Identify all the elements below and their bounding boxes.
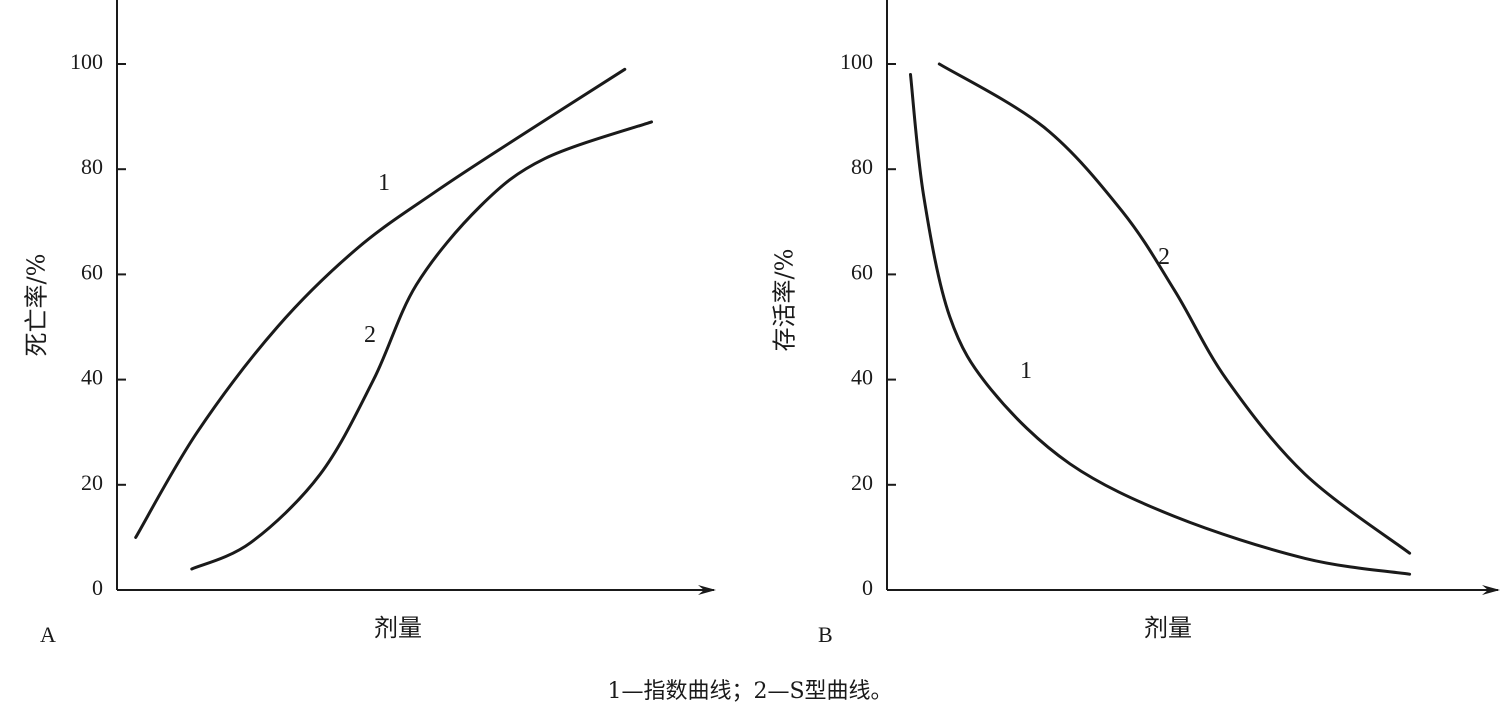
panel-a-y-tick-label-20: 20 (81, 470, 103, 495)
panel-a-curve-2 (190, 120, 653, 571)
panel-b-curve-1 (909, 73, 1412, 576)
panel-a-mortality-chart: 0 20 40 60 80 100 死亡率/% 剂量 A 1 2 (23, 0, 716, 647)
panel-a-y-tick-label-80: 80 (81, 154, 103, 179)
panel-a-label: A (40, 622, 56, 647)
panel-b-label: B (818, 622, 833, 647)
panel-b-curve-2-label: 2 (1158, 244, 1170, 270)
panel-b-x-axis-title: 剂量 (1144, 614, 1192, 642)
panel-b-y-tick-label-100: 100 (840, 49, 873, 74)
panel-b-y-tick-label-0: 0 (862, 575, 873, 600)
panel-a-y-tick-label-100: 100 (70, 49, 103, 74)
panel-a-y-ticks: 0 20 40 60 80 100 (70, 49, 126, 600)
panel-a-curve-1-label: 1 (378, 170, 390, 196)
panel-a-y-tick-label-40: 40 (81, 365, 103, 390)
panel-a-x-axis-title: 剂量 (374, 614, 422, 642)
figure-caption: 1—指数曲线；2—S型曲线。 (607, 679, 892, 704)
panel-b-curves (909, 62, 1412, 576)
panel-b-y-tick-label-20: 20 (851, 470, 873, 495)
panel-a-curves (134, 67, 653, 571)
panel-a-y-axis-title: 死亡率/% (23, 254, 51, 357)
panel-b-y-tick-label-80: 80 (851, 154, 873, 179)
panel-a-y-tick-label-0: 0 (92, 575, 103, 600)
panel-b-y-tick-label-40: 40 (851, 365, 873, 390)
panel-a-curve-1 (134, 67, 627, 539)
panel-b-y-tick-label-60: 60 (851, 259, 873, 284)
panel-b-curve-2 (937, 62, 1412, 555)
panel-a-y-tick-label-60: 60 (81, 259, 103, 284)
panel-b-y-ticks: 0 20 40 60 80 100 (840, 49, 896, 600)
panel-b-curve-1-label: 1 (1020, 358, 1032, 384)
panel-a-curve-2-label: 2 (364, 322, 376, 348)
panel-b-y-axis-title: 存活率/% (771, 249, 799, 352)
panel-b-survival-chart: 0 20 40 60 80 100 存活率/% 剂量 B 1 2 (771, 0, 1500, 647)
